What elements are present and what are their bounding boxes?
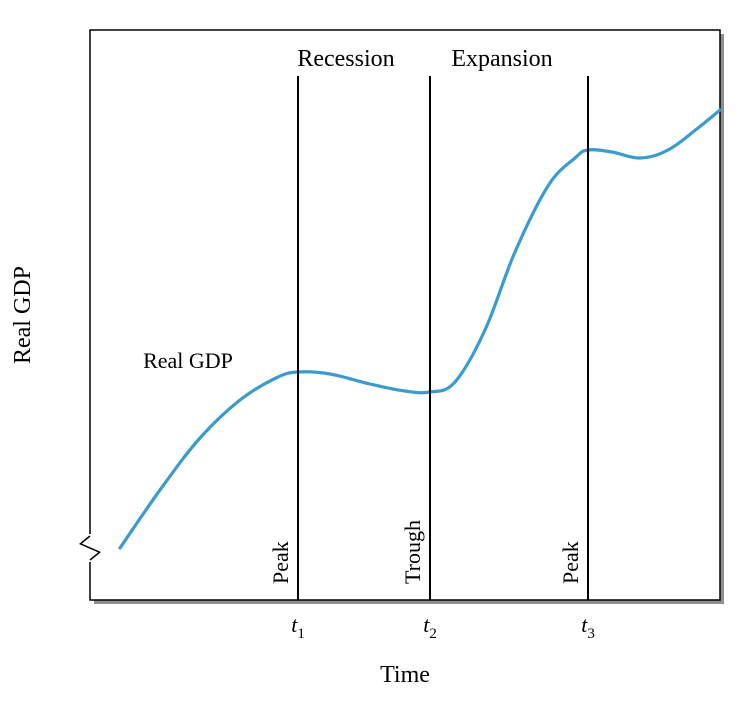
business-cycle-chart: Peak Trough Peak Recession Expansion Real GDP… <box>0 0 748 708</box>
vline-label-t3: Peak <box>558 541 583 584</box>
series-label: Real GDP <box>143 348 233 373</box>
vline-label-t2: Trough <box>400 520 425 584</box>
chart-svg: Peak Trough Peak Recession Expansion Real GDP… <box>0 0 748 708</box>
phase-label-0: Recession <box>297 46 394 72</box>
vline-label-t1: Peak <box>268 541 293 584</box>
y-axis-title: Real GDP <box>10 266 36 364</box>
x-axis-title: Time <box>380 662 430 688</box>
phase-label-1: Expansion <box>451 46 552 72</box>
